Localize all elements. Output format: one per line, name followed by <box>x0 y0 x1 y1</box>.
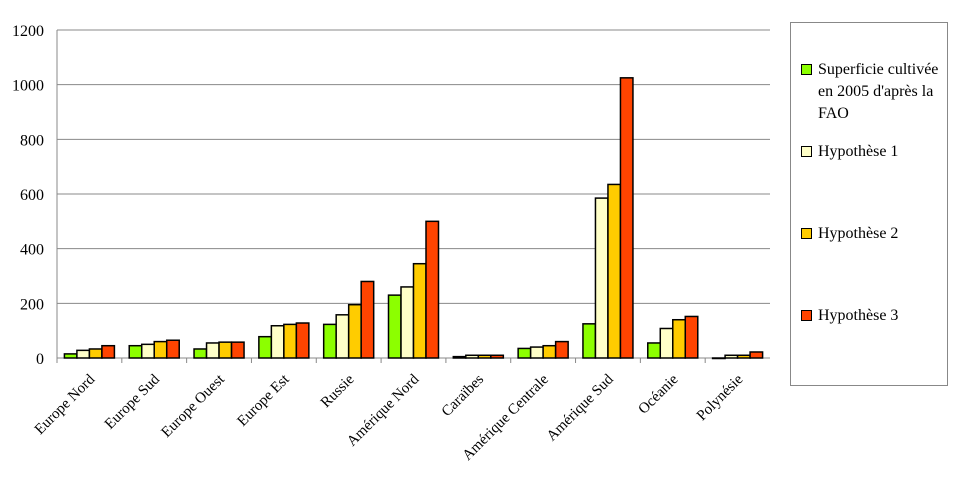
bar <box>465 354 480 359</box>
x-tick-label: Russie <box>318 371 358 411</box>
legend-label: Hypothèse 2 <box>818 225 899 242</box>
bar <box>128 344 143 359</box>
bar <box>749 351 764 359</box>
bar <box>711 357 726 360</box>
legend-label: Superficie cultivée en 2005 d'après la F… <box>818 61 939 122</box>
bar <box>659 327 674 359</box>
legend-swatch <box>801 228 812 239</box>
bar <box>400 286 415 359</box>
y-tick-label: 0 <box>36 351 44 368</box>
y-tick-label: 1000 <box>12 78 44 95</box>
bar <box>542 344 557 359</box>
bar <box>672 318 687 359</box>
bar <box>582 323 597 359</box>
y-tick-label: 200 <box>20 296 44 313</box>
bar <box>88 348 103 359</box>
bar <box>165 339 180 359</box>
x-tick-label: Europe Est <box>235 371 294 430</box>
x-tick-label: Amérique Sud <box>544 371 617 444</box>
legend-label: Hypothèse 3 <box>818 307 899 324</box>
bar <box>347 303 362 359</box>
bar <box>63 353 78 359</box>
bar <box>295 322 310 359</box>
bar <box>218 341 233 359</box>
bar <box>452 355 467 359</box>
bar <box>258 335 273 359</box>
bar <box>230 341 245 359</box>
bar <box>101 344 116 359</box>
y-tick-label: 1200 <box>12 23 44 40</box>
bar <box>360 280 375 359</box>
bar <box>283 323 298 359</box>
bar <box>322 323 337 359</box>
legend-swatch <box>801 310 812 321</box>
legend-label: Hypothèse 1 <box>818 143 899 160</box>
bar <box>619 77 634 359</box>
bar <box>684 315 699 359</box>
bar <box>594 197 609 359</box>
bar <box>76 349 91 359</box>
bar <box>153 340 168 359</box>
bar <box>517 347 532 359</box>
x-tick-label: Europe Sud <box>102 371 163 432</box>
bar <box>554 340 569 359</box>
bar <box>529 346 544 359</box>
x-tick-label: Caraïbes <box>439 371 488 420</box>
bar <box>724 354 739 359</box>
bar <box>412 262 427 359</box>
bar <box>607 183 622 359</box>
x-tick-label: Europe Nord <box>32 371 99 438</box>
bar <box>335 314 350 359</box>
legend: Superficie cultivée en 2005 d'après la F… <box>790 22 948 386</box>
bar <box>490 354 505 359</box>
bar <box>140 343 155 359</box>
bar <box>193 348 208 359</box>
x-tick-label: Europe Ouest <box>159 371 229 441</box>
bar <box>647 342 662 359</box>
y-tick-label: 600 <box>20 187 44 204</box>
bar <box>387 294 402 359</box>
y-tick-label: 400 <box>20 242 44 259</box>
bar <box>425 220 440 359</box>
x-tick-label: Océanie <box>636 371 682 417</box>
x-tick-label: Polynésie <box>694 371 747 424</box>
legend-swatch <box>801 146 812 157</box>
bar <box>205 342 220 359</box>
bar <box>477 354 492 359</box>
legend-swatch <box>801 64 812 75</box>
bar <box>736 354 751 359</box>
y-tick-label: 800 <box>20 132 44 149</box>
bar <box>270 324 285 359</box>
